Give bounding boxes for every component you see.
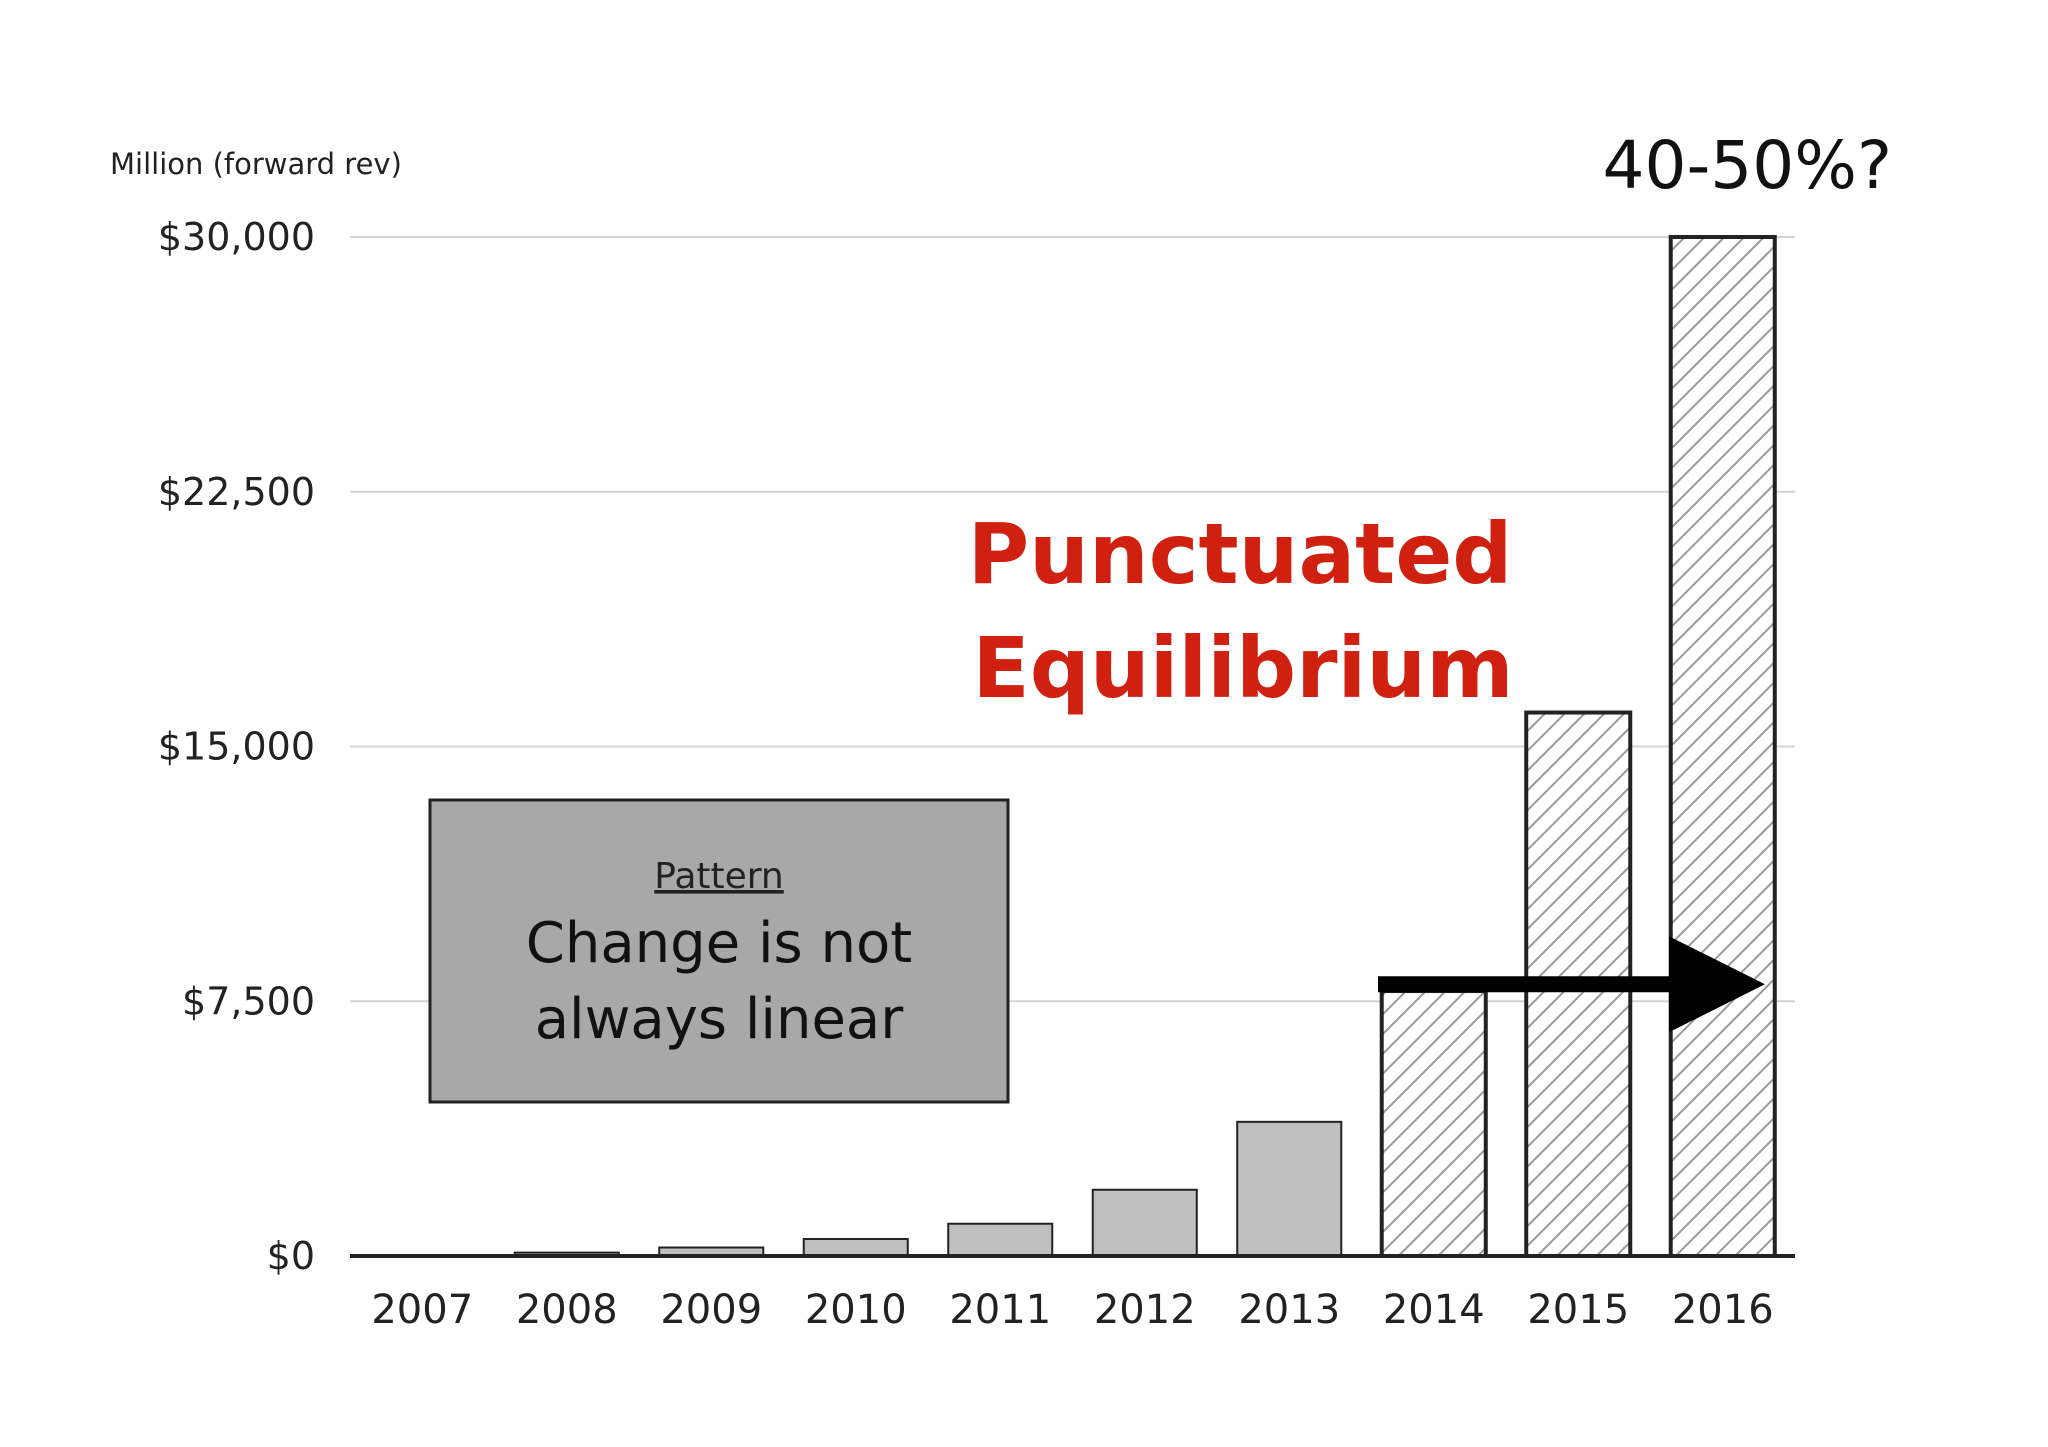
y-tick-label: $0 bbox=[267, 1234, 315, 1278]
x-tick-label: 2011 bbox=[949, 1287, 1051, 1333]
bar-2013 bbox=[1236, 1120, 1343, 1257]
x-tick-label: 2012 bbox=[1094, 1287, 1196, 1333]
x-tick-label: 2016 bbox=[1672, 1287, 1774, 1333]
bar-2012 bbox=[1091, 1188, 1198, 1258]
corner-note: 40-50%? bbox=[1602, 127, 1892, 204]
callout-box: Pattern Change is not always linear bbox=[428, 798, 1010, 1104]
y-tick-label: $7,500 bbox=[182, 979, 315, 1023]
headline-line-2: Equilibrium bbox=[972, 619, 1513, 717]
headline-line-1: Punctuated bbox=[968, 505, 1513, 603]
bar-2011 bbox=[947, 1222, 1054, 1258]
y-tick-label: $22,500 bbox=[158, 470, 315, 514]
bar-2014 bbox=[1379, 989, 1488, 1258]
callout-box-background bbox=[428, 798, 1010, 1104]
x-tick-label: 2010 bbox=[805, 1287, 907, 1333]
y-tick-label: $30,000 bbox=[158, 215, 315, 259]
x-tick-label: 2013 bbox=[1238, 1287, 1340, 1333]
callout-line-1: Change is not bbox=[526, 911, 912, 976]
x-tick-label: 2008 bbox=[516, 1287, 618, 1333]
callout-line-2: always linear bbox=[535, 987, 904, 1052]
x-tick-label: 2009 bbox=[660, 1287, 762, 1333]
x-tick-label: 2015 bbox=[1527, 1287, 1629, 1333]
bar-2010 bbox=[802, 1238, 909, 1258]
bar-2016 bbox=[1668, 235, 1777, 1258]
x-tick-labels: 2007 2008 2009 2010 2011 2012 2013 2014 2015 2016 bbox=[371, 1287, 1773, 1333]
x-tick-label: 2007 bbox=[371, 1287, 473, 1333]
callout-title: Pattern bbox=[654, 856, 784, 897]
x-tick-label: 2014 bbox=[1383, 1287, 1485, 1333]
y-tick-label: $15,000 bbox=[158, 725, 315, 769]
y-tick-labels: $0 $7,500 $15,000 $22,500 $30,000 bbox=[158, 215, 315, 1278]
y-axis-label: Million (forward rev) bbox=[110, 147, 402, 181]
